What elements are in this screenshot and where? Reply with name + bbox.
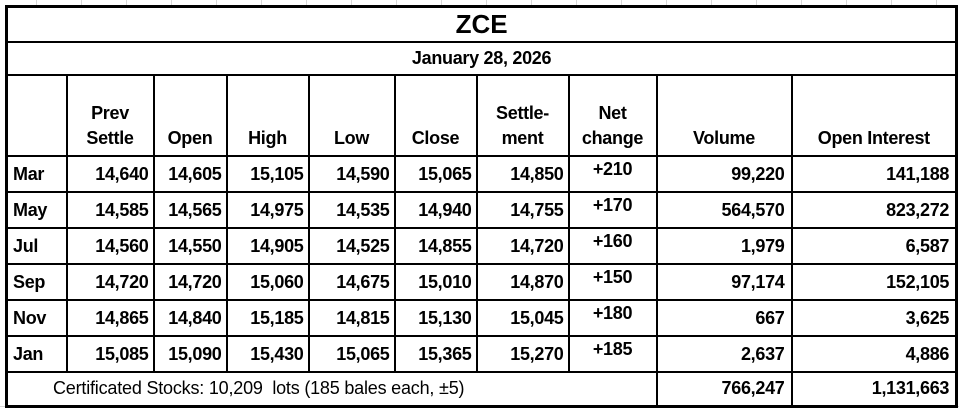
cell-settlement: 14,870 xyxy=(475,263,570,301)
table-row: Nov 14,865 14,840 15,185 14,815 15,130 1… xyxy=(5,299,958,337)
cell-low: 14,815 xyxy=(307,299,396,337)
col-header-settlement: Settle- ment xyxy=(475,74,570,157)
cell-settlement: 15,045 xyxy=(475,299,570,337)
cell-volume: 2,637 xyxy=(655,335,793,373)
cell-settlement: 15,270 xyxy=(475,335,570,373)
cell-open: 14,720 xyxy=(152,263,228,301)
cell-settlement: 14,720 xyxy=(475,227,570,265)
cell-open-interest: 3,625 xyxy=(790,299,958,337)
footer-row: Certificated Stocks: 10,209 lots (185 ba… xyxy=(5,371,958,407)
table-row: Sep 14,720 14,720 15,060 14,675 15,010 1… xyxy=(5,263,958,301)
cell-open-interest: 152,105 xyxy=(790,263,958,301)
col-header-prev-settle: Prev Settle xyxy=(65,74,155,157)
col-header-low: Low xyxy=(307,74,396,157)
table-title: ZCE xyxy=(5,5,958,43)
cell-open: 15,090 xyxy=(152,335,228,373)
cell-prev-settle: 14,560 xyxy=(65,227,155,265)
cell-close: 15,130 xyxy=(393,299,478,337)
date-row: January 28, 2026 xyxy=(5,41,958,76)
col-header-close: Close xyxy=(393,74,478,157)
table-row: Mar 14,640 14,605 15,105 14,590 15,065 1… xyxy=(5,155,958,193)
cell-high: 15,105 xyxy=(225,155,310,193)
cell-volume: 97,174 xyxy=(655,263,793,301)
cell-open-interest: 4,886 xyxy=(790,335,958,373)
cell-open-interest: 6,587 xyxy=(790,227,958,265)
cell-low: 15,065 xyxy=(307,335,396,373)
cell-volume: 99,220 xyxy=(655,155,793,193)
cell-open: 14,840 xyxy=(152,299,228,337)
cell-volume: 564,570 xyxy=(655,191,793,229)
cell-high: 14,975 xyxy=(225,191,310,229)
cell-volume: 1,979 xyxy=(655,227,793,265)
cell-month: Jan xyxy=(5,335,68,373)
cell-net-change: +180 xyxy=(567,299,658,337)
total-volume: 766,247 xyxy=(655,371,793,407)
cell-high: 14,905 xyxy=(225,227,310,265)
cell-open-interest: 823,272 xyxy=(790,191,958,229)
title-row: ZCE xyxy=(5,5,958,43)
cell-high: 15,185 xyxy=(225,299,310,337)
cell-low: 14,675 xyxy=(307,263,396,301)
table-row: Jan 15,085 15,090 15,430 15,065 15,365 1… xyxy=(5,335,958,373)
cell-prev-settle: 14,585 xyxy=(65,191,155,229)
cell-close: 15,065 xyxy=(393,155,478,193)
col-header-net-change: Net change xyxy=(567,74,658,157)
cell-net-change: +210 xyxy=(567,155,658,193)
cell-month: Jul xyxy=(5,227,68,265)
col-header-volume: Volume xyxy=(655,74,793,157)
cell-prev-settle: 14,865 xyxy=(65,299,155,337)
cell-close: 14,855 xyxy=(393,227,478,265)
col-header-month xyxy=(5,74,68,157)
cell-close: 14,940 xyxy=(393,191,478,229)
cell-open-interest: 141,188 xyxy=(790,155,958,193)
cell-prev-settle: 14,640 xyxy=(65,155,155,193)
cell-month: Mar xyxy=(5,155,68,193)
cell-month: Nov xyxy=(5,299,68,337)
cell-net-change: +185 xyxy=(567,335,658,373)
cell-month: May xyxy=(5,191,68,229)
col-header-open: Open xyxy=(152,74,228,157)
table-row: Jul 14,560 14,550 14,905 14,525 14,855 1… xyxy=(5,227,958,265)
table-date: January 28, 2026 xyxy=(5,41,958,76)
cell-prev-settle: 14,720 xyxy=(65,263,155,301)
cell-close: 15,010 xyxy=(393,263,478,301)
cell-low: 14,535 xyxy=(307,191,396,229)
cell-open: 14,605 xyxy=(152,155,228,193)
cell-net-change: +170 xyxy=(567,191,658,229)
header-row: Prev Settle Open High Low Close Settle- … xyxy=(5,74,958,157)
cell-low: 14,525 xyxy=(307,227,396,265)
col-header-open-interest: Open Interest xyxy=(790,74,958,157)
cell-high: 15,430 xyxy=(225,335,310,373)
cell-volume: 667 xyxy=(655,299,793,337)
cell-high: 15,060 xyxy=(225,263,310,301)
cell-open: 14,565 xyxy=(152,191,228,229)
cell-close: 15,365 xyxy=(393,335,478,373)
zce-futures-table: ZCE January 28, 2026 Prev Settle Open Hi… xyxy=(5,5,959,408)
table-row: May 14,585 14,565 14,975 14,535 14,940 1… xyxy=(5,191,958,229)
cell-month: Sep xyxy=(5,263,68,301)
cell-net-change: +160 xyxy=(567,227,658,265)
col-header-high: High xyxy=(225,74,310,157)
cell-low: 14,590 xyxy=(307,155,396,193)
cell-prev-settle: 15,085 xyxy=(65,335,155,373)
certificated-stocks-note: Certificated Stocks: 10,209 lots (185 ba… xyxy=(5,371,658,407)
cell-settlement: 14,755 xyxy=(475,191,570,229)
cell-settlement: 14,850 xyxy=(475,155,570,193)
cell-open: 14,550 xyxy=(152,227,228,265)
cell-net-change: +150 xyxy=(567,263,658,301)
total-open-interest: 1,131,663 xyxy=(790,371,958,407)
